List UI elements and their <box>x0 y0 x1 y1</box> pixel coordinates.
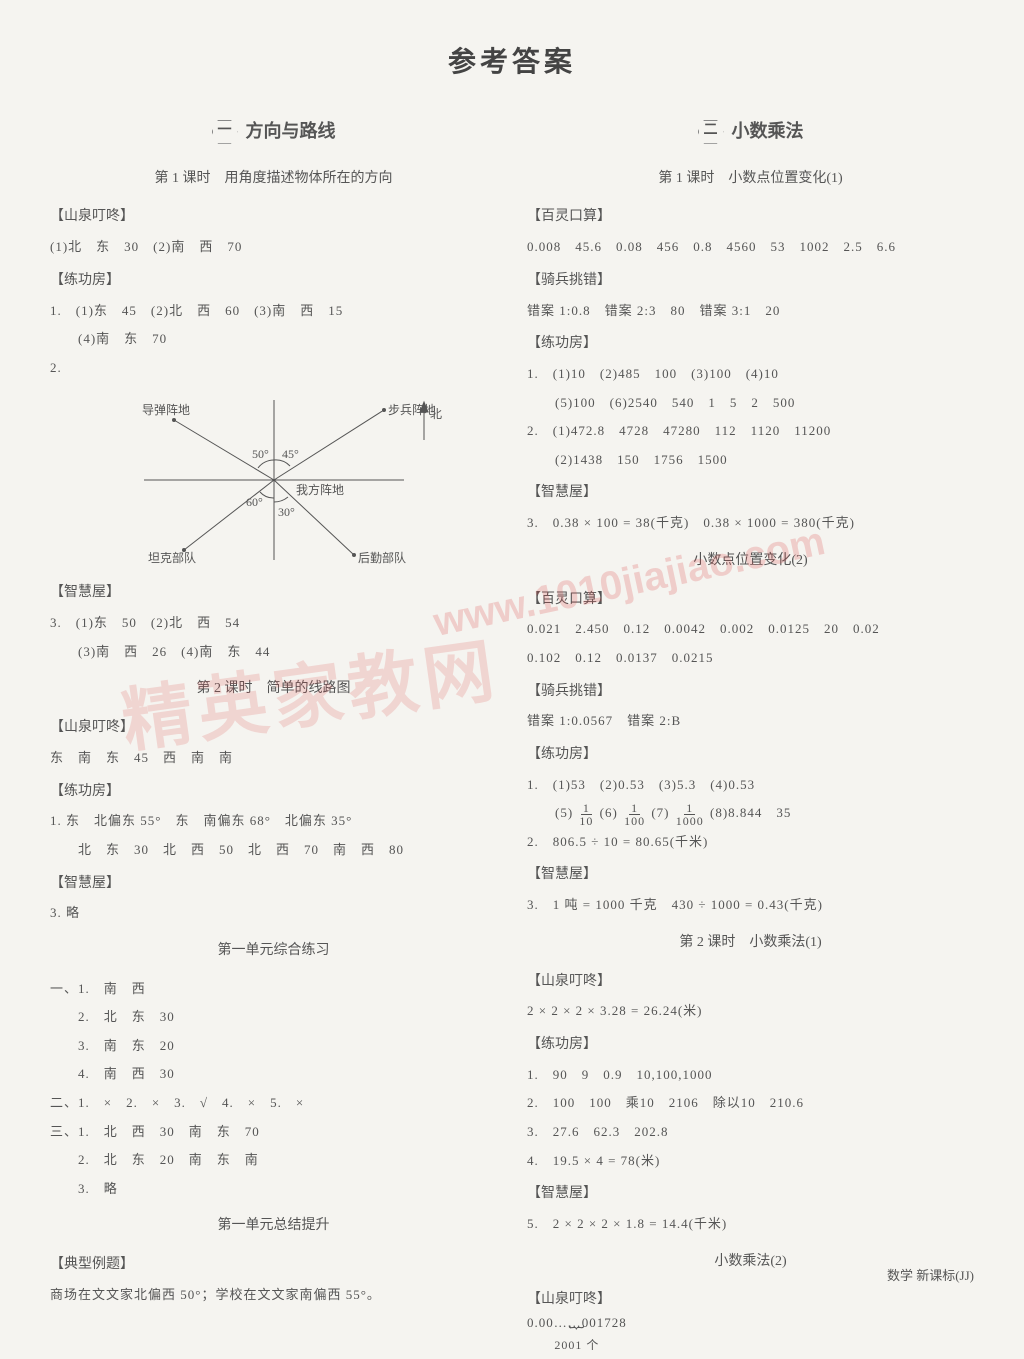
answer-line: 4. 南 西 30 <box>50 1060 497 1089</box>
angle-label: 30° <box>278 505 295 519</box>
sub-title: 小数点位置变化(2) <box>527 546 974 577</box>
answer-line: 1. 90 9 0.9 10,100,1000 <box>527 1061 974 1090</box>
answer-line: 错案 1:0.8 错案 2:3 80 错案 3:1 20 <box>527 297 974 326</box>
underbrace-line: 0.00……001728 ︸ 2001 个 <box>527 1316 974 1359</box>
section-label: 【百灵口算】 <box>527 585 974 616</box>
north-label: 北 <box>430 407 442 421</box>
answer-line: 1. (1)10 (2)485 100 (3)100 (4)10 <box>527 360 974 389</box>
section-label: 【智慧屋】 <box>527 860 974 891</box>
underbrace: 0.00……001728 ︸ 2001 个 <box>527 1316 627 1351</box>
answer-line: 0.008 45.6 0.08 456 0.8 4560 53 1002 2.5… <box>527 233 974 262</box>
answer-line: 东 南 东 45 西 南 南 <box>50 744 497 773</box>
answer-line: 1. 东 北偏东 55° 东 南偏东 68° 北偏东 35° <box>50 807 497 836</box>
answer-line: 0.102 0.12 0.0137 0.0215 <box>527 644 974 673</box>
label: (8)8.844 35 <box>710 805 791 820</box>
unit-title: 小数乘法 <box>732 112 804 152</box>
answer-line: 商场在文文家北偏西 50°；学校在文文家南偏西 55°。 <box>50 1281 497 1310</box>
page-footer: 数学 新课标(JJ) <box>887 1265 974 1284</box>
angle-label: 45° <box>282 447 299 461</box>
section-label: 【练功房】 <box>50 777 497 808</box>
hex-icon: 一 <box>212 120 238 144</box>
answer-line: (3)南 西 26 (4)南 东 44 <box>50 638 497 667</box>
answer-line: 2 × 2 × 2 × 3.28 = 26.24(米) <box>527 997 974 1026</box>
lesson-title: 第 2 课时 简单的线路图 <box>50 674 497 705</box>
answer-line: 2. 北 东 30 <box>50 1003 497 1032</box>
lesson-title: 第 1 课时 小数点位置变化(1) <box>527 164 974 195</box>
answer-line: 二、1. × 2. × 3. √ 4. × 5. × <box>50 1089 497 1118</box>
label: (6) <box>600 805 618 820</box>
section-label: 【智慧屋】 <box>50 578 497 609</box>
label: (5) <box>555 805 573 820</box>
section-label: 【典型例题】 <box>50 1250 497 1281</box>
answer-line: 2. (1)472.8 4728 47280 112 1120 11200 <box>527 417 974 446</box>
page-title: 参考答案 <box>50 40 974 80</box>
section-label: 【智慧屋】 <box>527 478 974 509</box>
diagram-label: 后勤部队 <box>358 550 406 565</box>
lesson-title: 第 1 课时 用角度描述物体所在的方向 <box>50 164 497 195</box>
practice-title: 第一单元综合练习 <box>50 936 497 967</box>
unit-header-1: 一 方向与路线 <box>50 112 497 152</box>
angle-label: 60° <box>246 495 263 509</box>
answer-line: 3. 0.38 × 100 = 38(千克) 0.38 × 1000 = 380… <box>527 509 974 538</box>
answer-line: 2. 北 东 20 南 东 南 <box>50 1146 497 1175</box>
hex-icon: 二 <box>698 120 724 144</box>
unit-header-2: 二 小数乘法 <box>527 112 974 152</box>
answer-line: 5. 2 × 2 × 2 × 1.8 = 14.4(千米) <box>527 1210 974 1239</box>
answer-line: 错案 1:0.0567 错案 2:B <box>527 707 974 736</box>
answer-line: 0.021 2.450 0.12 0.0042 0.002 0.0125 20 … <box>527 615 974 644</box>
answer-line: 北 东 30 北 西 50 北 西 70 南 西 80 <box>50 836 497 865</box>
section-label: 【山泉叮咚】 <box>527 967 974 998</box>
section-label: 【骑兵挑错】 <box>527 266 974 297</box>
fraction: 110 <box>577 802 595 827</box>
diagram-label: 我方阵地 <box>296 482 344 497</box>
section-label: 【练功房】 <box>527 329 974 360</box>
section-label: 【智慧屋】 <box>50 869 497 900</box>
diagram-label: 步兵阵地 <box>388 403 436 417</box>
section-label: 【山泉叮咚】 <box>50 713 497 744</box>
content-columns: 一 方向与路线 第 1 课时 用角度描述物体所在的方向 【山泉叮咚】 (1)北 … <box>50 100 974 1359</box>
section-label: 【练功房】 <box>50 266 497 297</box>
answer-line: 4. 19.5 × 4 = 78(米) <box>527 1147 974 1176</box>
answer-line: 1. (1)东 45 (2)北 西 60 (3)南 西 15 <box>50 297 497 326</box>
fraction: 1100 <box>622 802 647 827</box>
fraction: 11000 <box>674 802 706 827</box>
answer-line: (5)100 (6)2540 540 1 5 2 500 <box>527 389 974 418</box>
section-label: 【练功房】 <box>527 740 974 771</box>
answer-line: 3. 略 <box>50 1175 497 1204</box>
answer-line: 一、1. 南 西 <box>50 975 497 1004</box>
answer-line: 3. 略 <box>50 899 497 928</box>
answer-line: 2. 806.5 ÷ 10 = 80.65(千米) <box>527 828 974 857</box>
section-label: 【骑兵挑错】 <box>527 677 974 708</box>
answer-line: (4)南 东 70 <box>50 325 497 354</box>
answer-line: 3. 南 东 20 <box>50 1032 497 1061</box>
diagram-label: 坦克部队 <box>148 550 196 565</box>
summary-title: 第一单元总结提升 <box>50 1211 497 1242</box>
section-label: 【智慧屋】 <box>527 1179 974 1210</box>
answer-line: (1)北 东 30 (2)南 西 70 <box>50 233 497 262</box>
section-label: 【山泉叮咚】 <box>50 202 497 233</box>
left-column: 一 方向与路线 第 1 课时 用角度描述物体所在的方向 【山泉叮咚】 (1)北 … <box>50 100 497 1359</box>
section-label: 【练功房】 <box>527 1030 974 1061</box>
section-label: 【百灵口算】 <box>527 202 974 233</box>
section-label: 【山泉叮咚】 <box>527 1285 974 1316</box>
answer-line: 3. 1 吨 = 1000 千克 430 ÷ 1000 = 0.43(千克) <box>527 891 974 920</box>
answer-line: 3. (1)东 50 (2)北 西 54 <box>50 609 497 638</box>
unit-title: 方向与路线 <box>246 112 336 152</box>
answer-line: (2)1438 150 1756 1500 <box>527 446 974 475</box>
compass-diagram: 导弹阵地 步兵阵地 我方阵地 坦克部队 后勤部队 北 50° 45° 60° 3… <box>104 390 444 570</box>
answer-line: 三、1. 北 西 30 南 东 70 <box>50 1118 497 1147</box>
answer-line: 2. 100 100 乘10 2106 除以10 210.6 <box>527 1089 974 1118</box>
answer-line: 3. 27.6 62.3 202.8 <box>527 1118 974 1147</box>
answer-line: 2. <box>50 354 497 383</box>
lesson-title: 第 2 课时 小数乘法(1) <box>527 928 974 959</box>
diagram-label: 导弹阵地 <box>142 403 190 417</box>
answer-line: 1. (1)53 (2)0.53 (3)5.3 (4)0.53 <box>527 771 974 800</box>
diagram-svg: 导弹阵地 步兵阵地 我方阵地 坦克部队 后勤部队 北 50° 45° 60° 3… <box>104 390 444 570</box>
right-column: 二 小数乘法 第 1 课时 小数点位置变化(1) 【百灵口算】 0.008 45… <box>527 100 974 1359</box>
fraction-line: (5) 110 (6) 1100 (7) 11000 (8)8.844 35 <box>527 799 974 828</box>
label: (7) <box>651 805 669 820</box>
angle-label: 50° <box>252 447 269 461</box>
